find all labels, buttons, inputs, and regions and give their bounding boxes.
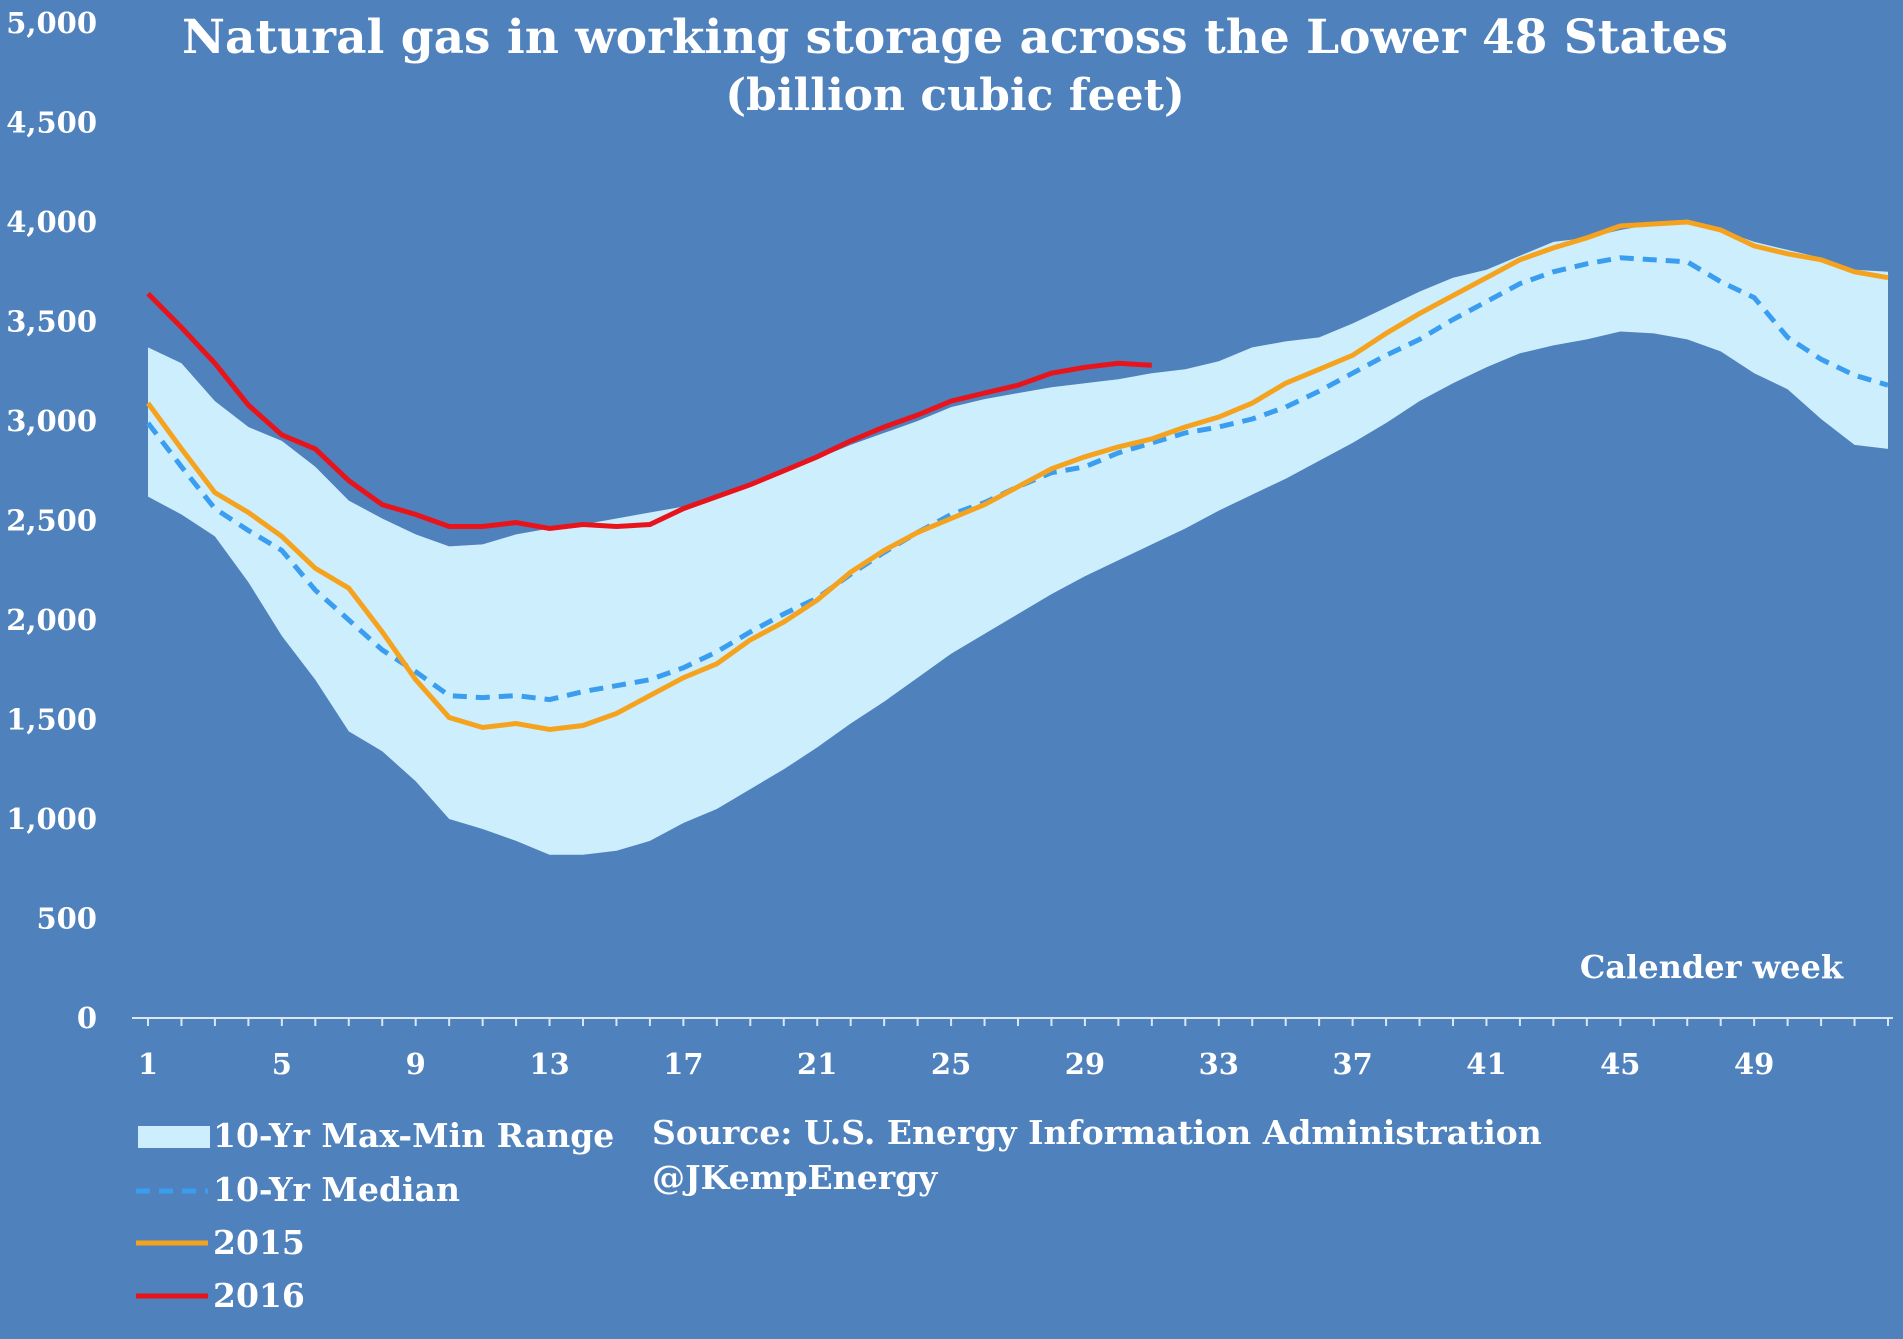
legend-label-median: 10-Yr Median [213, 1170, 460, 1209]
legend-label-2015: 2015 [213, 1223, 305, 1262]
series-line-2016 [146, 291, 1152, 532]
y-tick-label: 1,500 [6, 703, 97, 737]
y-tick-label: 4,000 [6, 205, 97, 239]
author-annotation: @JKempEnergy [652, 1158, 938, 1197]
y-tick-label: 4,500 [6, 106, 97, 140]
y-tick-label: 3,000 [6, 404, 97, 438]
y-tick-label: 0 [77, 1001, 97, 1035]
x-tick-label: 37 [1332, 1047, 1372, 1081]
legend-label-2016: 2016 [213, 1276, 305, 1315]
y-tick-label: 2,000 [6, 603, 97, 637]
x-tick-label: 45 [1600, 1047, 1640, 1081]
source-annotation: Source: U.S. Energy Information Administ… [652, 1113, 1542, 1152]
x-axis-ticks: 1 5 9 13 17 21 25 29 33 37 41 45 49 [138, 1018, 1889, 1081]
x-tick-label: 29 [1065, 1047, 1105, 1081]
x-tick-label: 5 [272, 1047, 292, 1081]
range-area [148, 222, 1888, 855]
chart-subtitle: (billion cubic feet) [725, 70, 1185, 121]
x-tick-label: 25 [931, 1047, 971, 1081]
series-line-2015 [145, 219, 1889, 733]
x-tick-label: 33 [1199, 1047, 1239, 1081]
x-tick-label: 13 [529, 1047, 569, 1081]
y-tick-label: 1,000 [6, 802, 97, 836]
series-line-median [146, 255, 1889, 703]
legend-label-range: 10-Yr Max-Min Range [213, 1116, 614, 1155]
legend-swatch-range [138, 1126, 210, 1148]
legend: 10-Yr Max-Min Range 10-Yr Median 2015 20… [136, 1116, 614, 1315]
plot-area [145, 219, 1889, 855]
y-tick-label: 2,500 [6, 504, 97, 538]
x-tick-label: 49 [1734, 1047, 1774, 1081]
y-tick-label: 500 [36, 902, 97, 936]
y-tick-label: 3,500 [6, 305, 97, 339]
x-tick-label: 41 [1466, 1047, 1506, 1081]
x-tick-label: 21 [797, 1047, 837, 1081]
x-tick-label: 9 [406, 1047, 426, 1081]
x-axis-label: Calender week [1580, 948, 1844, 986]
x-tick-label: 17 [663, 1047, 703, 1081]
chart-title: Natural gas in working storage across th… [182, 10, 1728, 65]
y-tick-label: 5,000 [6, 6, 97, 40]
y-axis-ticks: 0 500 1,000 1,500 2,000 2,500 3,000 3,500 4,000 4… [6, 6, 97, 1035]
x-tick-label: 1 [138, 1047, 158, 1081]
